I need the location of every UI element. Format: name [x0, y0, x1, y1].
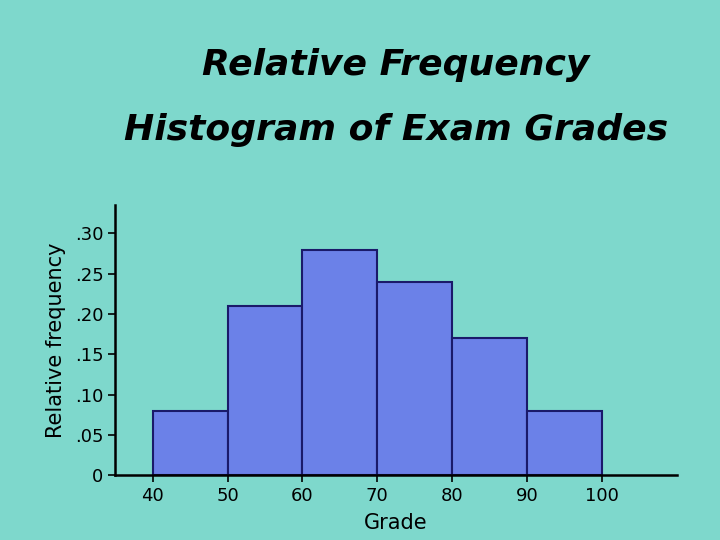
Bar [153, 411, 228, 475]
Bar [527, 411, 602, 475]
Bar [377, 282, 452, 475]
Bar [228, 306, 302, 475]
Bar [452, 338, 527, 475]
Bar [302, 249, 377, 475]
X-axis label: Grade: Grade [364, 514, 428, 534]
Text: Relative Frequency: Relative Frequency [202, 48, 590, 82]
Text: Histogram of Exam Grades: Histogram of Exam Grades [124, 113, 668, 146]
Y-axis label: Relative frequency: Relative frequency [46, 242, 66, 438]
